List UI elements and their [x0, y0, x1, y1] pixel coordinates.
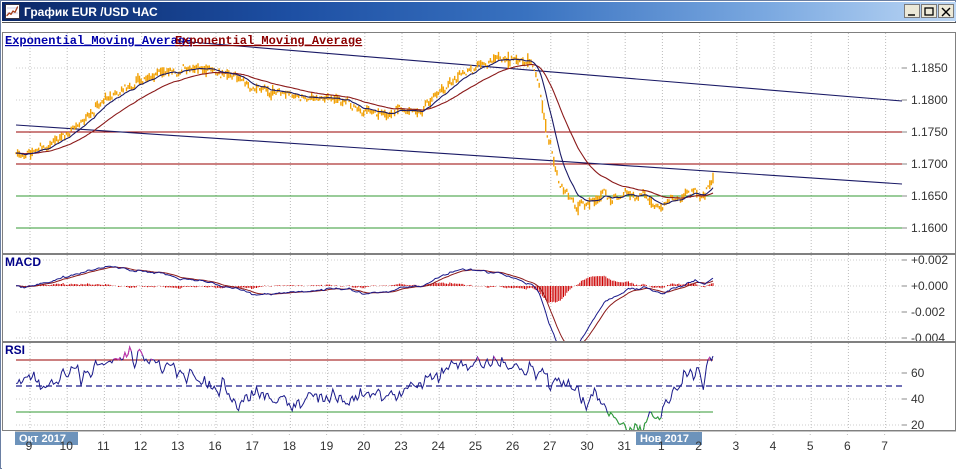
- svg-text:9: 9: [26, 439, 33, 453]
- svg-text:RSI: RSI: [5, 343, 25, 357]
- svg-text:1: 1: [658, 439, 665, 453]
- svg-text:13: 13: [171, 439, 185, 453]
- svg-text:12: 12: [134, 439, 148, 453]
- svg-text:31: 31: [618, 439, 632, 453]
- svg-text:1.1700: 1.1700: [911, 157, 948, 171]
- svg-text:19: 19: [320, 439, 334, 453]
- svg-text:4: 4: [770, 439, 777, 453]
- svg-text:+0.002: +0.002: [911, 255, 948, 267]
- svg-text:7: 7: [881, 439, 888, 453]
- svg-text:5: 5: [807, 439, 814, 453]
- svg-text:24: 24: [432, 439, 446, 453]
- svg-text:30: 30: [580, 439, 594, 453]
- svg-text:23: 23: [394, 439, 408, 453]
- svg-text:10: 10: [60, 439, 74, 453]
- svg-text:-0.004: -0.004: [911, 331, 945, 342]
- svg-text:25: 25: [469, 439, 483, 453]
- svg-text:18: 18: [283, 439, 297, 453]
- svg-text:1.1800: 1.1800: [911, 93, 948, 107]
- svg-text:+0.000: +0.000: [911, 279, 948, 293]
- svg-text:60: 60: [911, 366, 925, 380]
- svg-text:3: 3: [732, 439, 739, 453]
- svg-text:6: 6: [844, 439, 851, 453]
- svg-text:16: 16: [208, 439, 222, 453]
- svg-text:11: 11: [97, 439, 110, 453]
- svg-text:20: 20: [357, 439, 371, 453]
- svg-text:27: 27: [543, 439, 557, 453]
- svg-text:17: 17: [246, 439, 260, 453]
- svg-text:26: 26: [506, 439, 520, 453]
- svg-text:1.1850: 1.1850: [911, 61, 948, 75]
- svg-text:-0.002: -0.002: [911, 305, 945, 319]
- svg-text:40: 40: [911, 392, 925, 406]
- svg-text:1.1600: 1.1600: [911, 221, 948, 235]
- svg-text:20: 20: [911, 418, 925, 431]
- svg-text:1.1650: 1.1650: [911, 189, 948, 203]
- svg-text:MACD: MACD: [5, 255, 41, 269]
- svg-text:2: 2: [695, 439, 702, 453]
- svg-text:1.1750: 1.1750: [911, 125, 948, 139]
- svg-text:Exponential_Moving_Average: Exponential_Moving_Average: [5, 34, 192, 48]
- svg-text:Exponential_Moving_Average: Exponential_Moving_Average: [175, 34, 362, 48]
